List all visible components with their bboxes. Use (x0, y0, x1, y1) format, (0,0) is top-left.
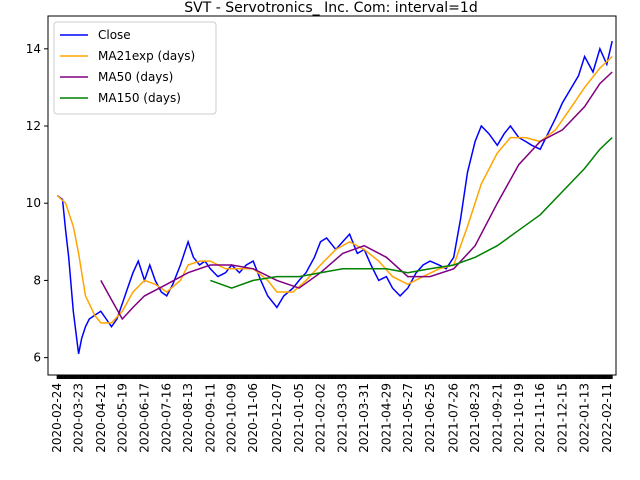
x-axis: 2020-02-24 2020-03-23 2020-04-21 2020-05-19… (50, 375, 614, 453)
x-tick-label-23: 2021-12-15 (555, 383, 569, 453)
x-tick-label-22: 2021-11-16 (533, 383, 547, 453)
y-axis: 6 8 10 12 14 (26, 42, 48, 365)
x-tick-label-0: 2020-02-24 (50, 383, 64, 453)
x-tick-label-17: 2021-06-25 (423, 383, 437, 453)
x-tick-label-1: 2020-03-23 (72, 383, 86, 453)
legend-label-2: MA50 (days) (98, 70, 173, 84)
x-tick-label-7: 2020-09-11 (203, 383, 217, 453)
x-tick-label-24: 2022-01-13 (578, 383, 592, 453)
x-tick-label-6: 2020-08-13 (181, 383, 195, 453)
legend-label-3: MA150 (days) (98, 91, 181, 105)
series-layer (56, 40, 613, 354)
x-tick-label-2: 2020-04-21 (94, 383, 108, 453)
y-tick-label-0: 6 (33, 351, 41, 365)
x-tick-label-20: 2021-09-21 (490, 383, 504, 453)
y-tick-label-3: 12 (26, 119, 41, 133)
series-line-1 (56, 55, 613, 324)
x-tick-label-25: 2022-02-11 (600, 383, 614, 453)
x-tick-label-3: 2020-05-19 (115, 383, 129, 453)
x-tick-label-15: 2021-04-29 (379, 383, 393, 453)
y-tick-label-4: 14 (26, 42, 41, 56)
y-tick-label-1: 8 (33, 273, 41, 287)
x-tick-label-16: 2021-05-27 (401, 383, 415, 453)
x-tick-label-9: 2020-11-06 (246, 383, 260, 453)
series-line-3 (210, 137, 613, 289)
x-tick-label-12: 2021-02-02 (314, 383, 328, 453)
legend-label-1: MA21exp (days) (98, 49, 195, 63)
x-tick-label-13: 2021-03-03 (336, 383, 350, 453)
x-tick-label-5: 2020-07-16 (160, 383, 174, 453)
x-tick-label-14: 2021-03-31 (357, 383, 371, 453)
y-tick-label-2: 10 (26, 196, 41, 210)
x-tick-label-8: 2020-10-09 (225, 383, 239, 453)
x-tick-label-21: 2021-10-19 (512, 383, 526, 453)
chart-title: SVT - Servotronics_ Inc. Com: interval=1… (184, 0, 477, 16)
x-tick-label-10: 2020-12-07 (270, 383, 284, 453)
legend-label-0: Close (98, 28, 131, 42)
legend-box (53, 21, 217, 115)
legend: Close MA21exp (days) MA50 (days) MA150 (day… (53, 21, 217, 115)
x-tick-label-18: 2021-07-26 (447, 383, 461, 453)
series-line-0 (56, 40, 613, 354)
x-tick-label-19: 2021-08-23 (468, 383, 482, 453)
x-tick-label-11: 2021-01-05 (292, 383, 306, 453)
series-line-2 (100, 71, 613, 321)
x-tick-label-4: 2020-06-17 (138, 383, 152, 453)
